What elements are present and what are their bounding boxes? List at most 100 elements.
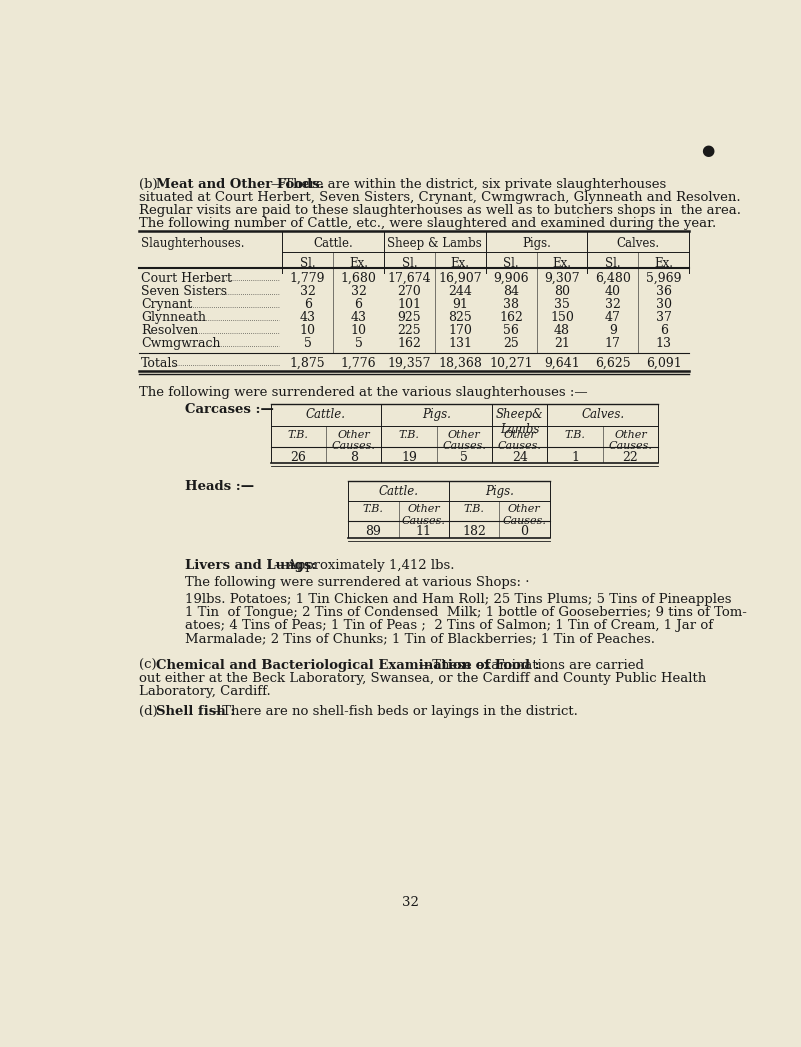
Text: 5: 5 xyxy=(461,450,469,464)
Text: 6: 6 xyxy=(355,298,363,311)
Text: 35: 35 xyxy=(554,298,570,311)
Text: Sheep & Lambs: Sheep & Lambs xyxy=(388,238,482,250)
Text: 18,368: 18,368 xyxy=(438,357,482,370)
Text: 38: 38 xyxy=(503,298,519,311)
Text: out either at the Beck Laboratory, Swansea, or the Cardiff and County Public Hea: out either at the Beck Laboratory, Swans… xyxy=(139,672,706,686)
Text: 9,307: 9,307 xyxy=(544,272,580,285)
Text: Ex.: Ex. xyxy=(349,257,368,269)
Text: Calves.: Calves. xyxy=(617,238,660,250)
Text: 6,091: 6,091 xyxy=(646,357,682,370)
Text: 48: 48 xyxy=(554,325,570,337)
Text: 1,875: 1,875 xyxy=(290,357,325,370)
Text: Heads :—: Heads :— xyxy=(185,480,255,493)
Text: 56: 56 xyxy=(503,325,519,337)
Text: 36: 36 xyxy=(656,285,672,298)
Text: Sl.: Sl. xyxy=(300,257,316,269)
Text: Resolven: Resolven xyxy=(141,325,199,337)
Text: Cwmgwrach: Cwmgwrach xyxy=(141,337,221,351)
Text: —There are within the district, six private slaughterhouses: —There are within the district, six priv… xyxy=(271,178,666,191)
Text: 84: 84 xyxy=(503,285,519,298)
Text: 32: 32 xyxy=(401,895,419,909)
Text: 32: 32 xyxy=(300,285,316,298)
Text: 270: 270 xyxy=(397,285,421,298)
Text: 150: 150 xyxy=(550,311,574,325)
Text: 225: 225 xyxy=(397,325,421,337)
Text: 91: 91 xyxy=(453,298,469,311)
Text: 5: 5 xyxy=(304,337,312,351)
Text: 24: 24 xyxy=(512,450,528,464)
Text: Regular visits are paid to these slaughterhouses as well as to butchers shops in: Regular visits are paid to these slaught… xyxy=(139,204,741,217)
Text: (c): (c) xyxy=(139,660,161,672)
Text: 1: 1 xyxy=(571,450,579,464)
Text: Pigs.: Pigs. xyxy=(485,485,513,498)
Text: The following were surrendered at various Shops: ·: The following were surrendered at variou… xyxy=(185,576,530,589)
Text: T.B.: T.B. xyxy=(399,429,420,440)
Text: T.B.: T.B. xyxy=(565,429,586,440)
Text: 5,969: 5,969 xyxy=(646,272,682,285)
Text: 22: 22 xyxy=(622,450,638,464)
Text: situated at Court Herbert, Seven Sisters, Crynant, Cwmgwrach, Glynneath and Reso: situated at Court Herbert, Seven Sisters… xyxy=(139,192,740,204)
Text: Sl.: Sl. xyxy=(503,257,519,269)
Text: 0: 0 xyxy=(521,526,529,538)
Text: 9,641: 9,641 xyxy=(544,357,580,370)
Text: 101: 101 xyxy=(397,298,421,311)
Text: Meat and Other Foods.: Meat and Other Foods. xyxy=(156,178,324,191)
Text: 10,271: 10,271 xyxy=(489,357,533,370)
Text: Ex.: Ex. xyxy=(553,257,571,269)
Text: 32: 32 xyxy=(351,285,367,298)
Text: atoes; 4 Tins of Peas; 1 Tin of Peas ;  2 Tins of Salmon; 1 Tin of Cream, 1 Jar : atoes; 4 Tins of Peas; 1 Tin of Peas ; 2… xyxy=(185,619,714,632)
Text: 1,776: 1,776 xyxy=(340,357,376,370)
Text: (d): (d) xyxy=(139,705,158,717)
Text: 162: 162 xyxy=(397,337,421,351)
Text: 17: 17 xyxy=(605,337,621,351)
Text: 19: 19 xyxy=(401,450,417,464)
Text: Ex.: Ex. xyxy=(451,257,469,269)
Text: 1,779: 1,779 xyxy=(290,272,325,285)
Text: 244: 244 xyxy=(449,285,473,298)
Text: 6: 6 xyxy=(304,298,312,311)
Text: 47: 47 xyxy=(605,311,621,325)
Text: 825: 825 xyxy=(449,311,472,325)
Text: Slaughterhouses.: Slaughterhouses. xyxy=(141,238,244,250)
Text: Other
Causes.: Other Causes. xyxy=(502,505,546,526)
Text: Seven Sisters: Seven Sisters xyxy=(141,285,227,298)
Text: Laboratory, Cardiff.: Laboratory, Cardiff. xyxy=(139,686,271,698)
Text: Livers and Lungs:: Livers and Lungs: xyxy=(185,559,316,572)
Text: Glynneath: Glynneath xyxy=(141,311,206,325)
Text: —There are no shell-fish beds or layings in the district.: —There are no shell-fish beds or layings… xyxy=(208,705,578,717)
Text: 11: 11 xyxy=(416,526,432,538)
Text: Totals: Totals xyxy=(141,357,179,370)
Text: 32: 32 xyxy=(605,298,621,311)
Text: Sl.: Sl. xyxy=(605,257,621,269)
Text: 80: 80 xyxy=(554,285,570,298)
Text: Other
Causes.: Other Causes. xyxy=(442,429,486,451)
Text: 925: 925 xyxy=(397,311,421,325)
Text: Other
Causes.: Other Causes. xyxy=(332,429,376,451)
Text: Marmalade; 2 Tins of Chunks; 1 Tin of Blackberries; 1 Tin of Peaches.: Marmalade; 2 Tins of Chunks; 1 Tin of Bl… xyxy=(185,632,655,645)
Text: 26: 26 xyxy=(291,450,306,464)
Text: The following number of Cattle, etc., were slaughtered and examined during the y: The following number of Cattle, etc., we… xyxy=(139,218,716,230)
Text: 30: 30 xyxy=(656,298,672,311)
Text: Chemical and Bacteriological Examination of Food :: Chemical and Bacteriological Examination… xyxy=(156,660,540,672)
Text: 131: 131 xyxy=(449,337,473,351)
Text: (b): (b) xyxy=(139,178,162,191)
Text: 8: 8 xyxy=(350,450,358,464)
Text: 6,480: 6,480 xyxy=(595,272,630,285)
Text: 43: 43 xyxy=(351,311,367,325)
Text: ●: ● xyxy=(701,142,714,158)
Text: 13: 13 xyxy=(656,337,672,351)
Text: 16,907: 16,907 xyxy=(438,272,482,285)
Text: Pigs.: Pigs. xyxy=(422,408,451,421)
Text: T.B.: T.B. xyxy=(464,505,485,514)
Text: 10: 10 xyxy=(300,325,316,337)
Text: Sheep&
Lambs: Sheep& Lambs xyxy=(496,408,544,437)
Text: 89: 89 xyxy=(365,526,381,538)
Text: 19,357: 19,357 xyxy=(388,357,431,370)
Text: —These examinations are carried: —These examinations are carried xyxy=(420,660,645,672)
Text: 182: 182 xyxy=(462,526,486,538)
Text: 19lbs. Potatoes; 1 Tin Chicken and Ham Roll; 25 Tins Plums; 5 Tins of Pineapples: 19lbs. Potatoes; 1 Tin Chicken and Ham R… xyxy=(185,593,732,606)
Text: 6: 6 xyxy=(660,325,668,337)
Text: Sl.: Sl. xyxy=(401,257,417,269)
Text: 17,674: 17,674 xyxy=(388,272,431,285)
Text: 21: 21 xyxy=(554,337,570,351)
